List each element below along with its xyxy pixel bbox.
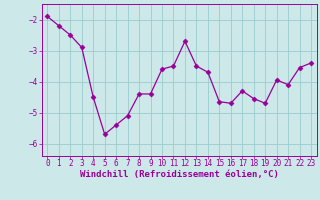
X-axis label: Windchill (Refroidissement éolien,°C): Windchill (Refroidissement éolien,°C) (80, 170, 279, 179)
